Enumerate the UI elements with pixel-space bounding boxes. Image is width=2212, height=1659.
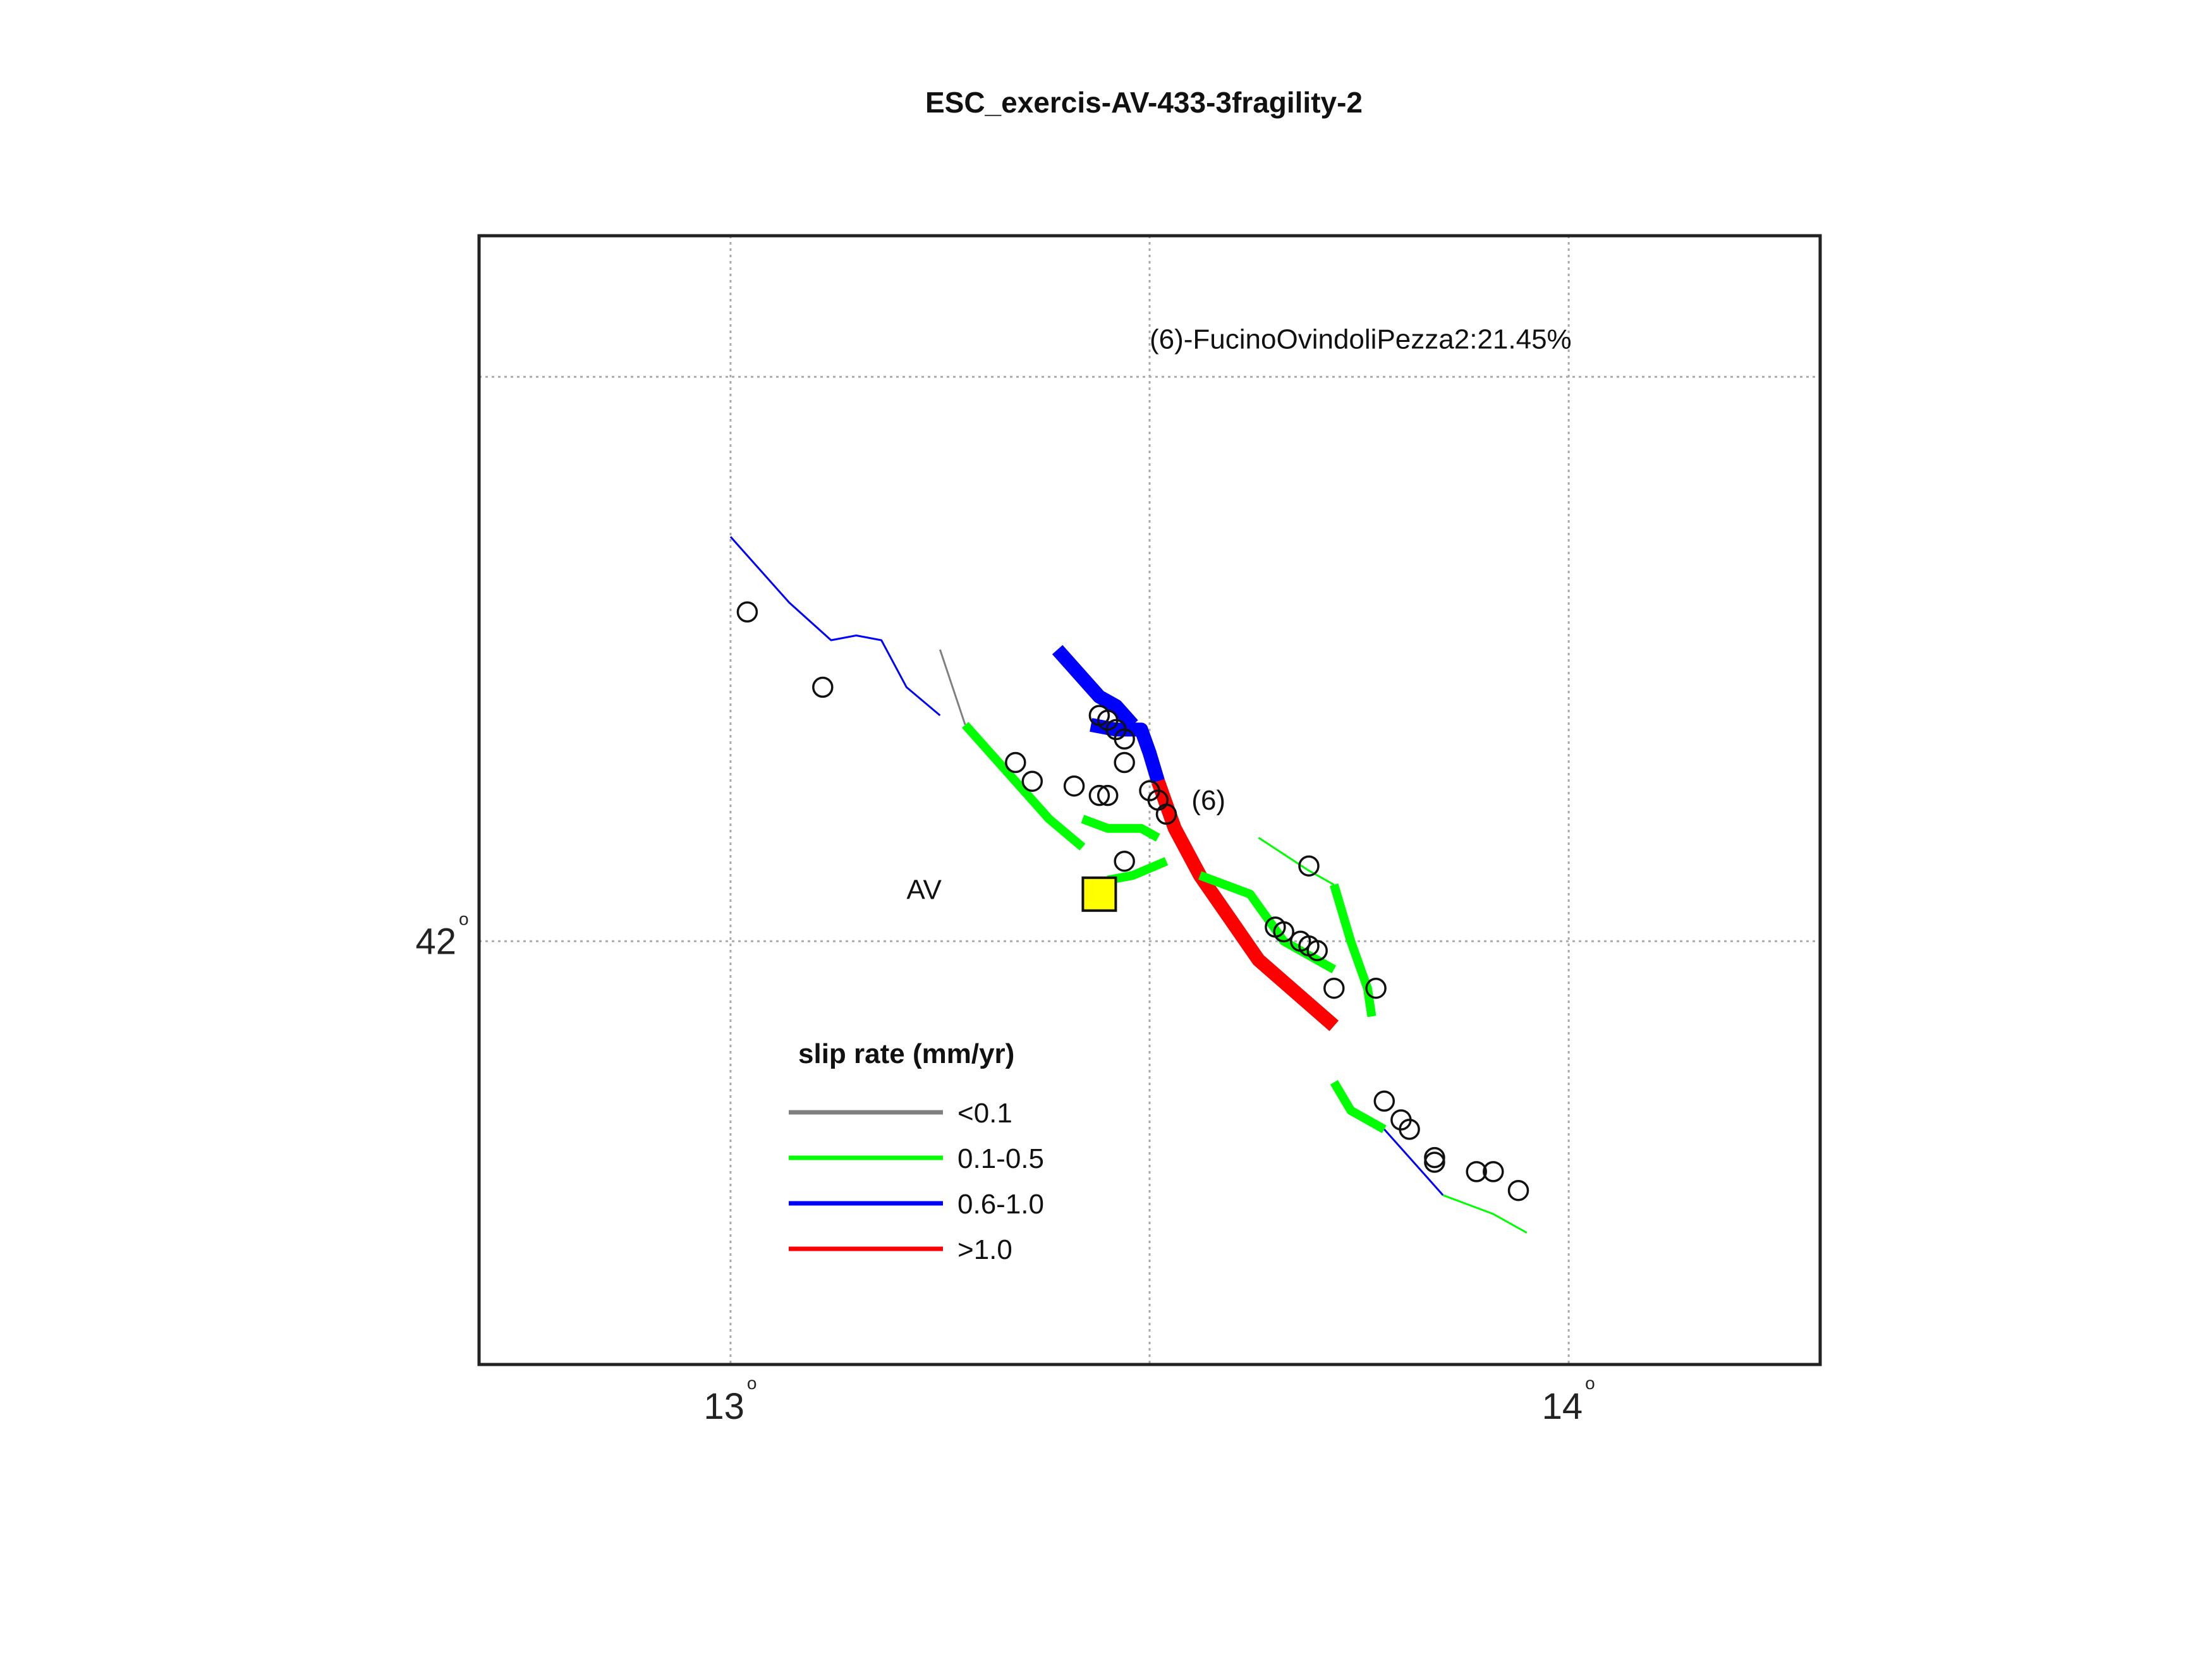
legend-title: slip rate (mm/yr): [798, 1038, 1014, 1069]
fault-end-marker: [1483, 1161, 1504, 1182]
fault-trace: [939, 649, 966, 726]
fault-end-marker: [1298, 855, 1320, 877]
fault-end-marker: [1088, 784, 1110, 806]
fault-end-marker: [1365, 977, 1387, 999]
fault-end-marker: [1097, 784, 1119, 806]
fault-trace: [729, 536, 941, 717]
fault-number-label: (6): [1191, 785, 1225, 816]
fault-end-marker: [1114, 751, 1135, 774]
fault-trace: [1330, 883, 1376, 1018]
fault-end-marker: [1466, 1161, 1487, 1182]
fault-end-marker: [1399, 1119, 1420, 1140]
fault-traces: [729, 536, 1528, 1234]
legend-label: 0.6-1.0: [957, 1189, 1044, 1220]
map-title: ESC_exercis-AV-433-3fragility-2: [925, 86, 1363, 119]
legend-label: >1.0: [957, 1234, 1012, 1265]
fault-end-marker: [1063, 775, 1085, 797]
fault-end-marker: [1424, 1152, 1445, 1173]
fault-trace: [961, 722, 1086, 851]
x-tick-label: 14: [1542, 1386, 1583, 1427]
fault-end-marker: [1306, 940, 1328, 961]
legend-label: 0.1-0.5: [957, 1143, 1044, 1174]
fault-end-marker: [1155, 803, 1177, 825]
fault-end-marker: [1114, 850, 1135, 872]
legend-label: <0.1: [957, 1098, 1012, 1129]
x-tick-label: 13: [703, 1386, 744, 1427]
site-marker-av: [1081, 876, 1117, 912]
fault-end-marker: [1323, 977, 1345, 999]
fault-end-marker: [1005, 751, 1026, 774]
site-label: AV: [906, 874, 942, 905]
fault-trace: [1258, 837, 1335, 886]
legend: slip rate (mm/yr) <0.1 0.1-0.5 0.6-1.0 >1.0: [789, 1038, 1044, 1265]
fault-end-marker: [1507, 1179, 1529, 1201]
legend-entries: <0.1 0.1-0.5 0.6-1.0 >1.0: [789, 1098, 1044, 1265]
fault-trace: [1442, 1194, 1528, 1234]
fault-markers: [736, 601, 1529, 1201]
scenario-label: (6)-FucinoOvindoliPezza2:21.45%: [1150, 324, 1572, 355]
fault-trace: [1330, 1079, 1387, 1134]
fault-trace: [1052, 645, 1138, 730]
fault-end-marker: [812, 676, 834, 698]
fault-end-marker: [1021, 770, 1043, 792]
fault-trace: [1383, 1128, 1444, 1196]
y-tick-degree: o: [459, 909, 469, 928]
map-frame: [477, 234, 1822, 1366]
fault-trace: [1081, 815, 1160, 842]
fault-end-marker: [1373, 1090, 1395, 1112]
x-tick-degree: o: [747, 1373, 757, 1393]
fault-end-marker: [1114, 728, 1135, 750]
x-tick-degree: o: [1585, 1373, 1595, 1393]
y-tick-label: 42: [415, 921, 456, 962]
fault-end-marker: [1273, 921, 1294, 943]
fault-end-marker: [736, 601, 758, 623]
